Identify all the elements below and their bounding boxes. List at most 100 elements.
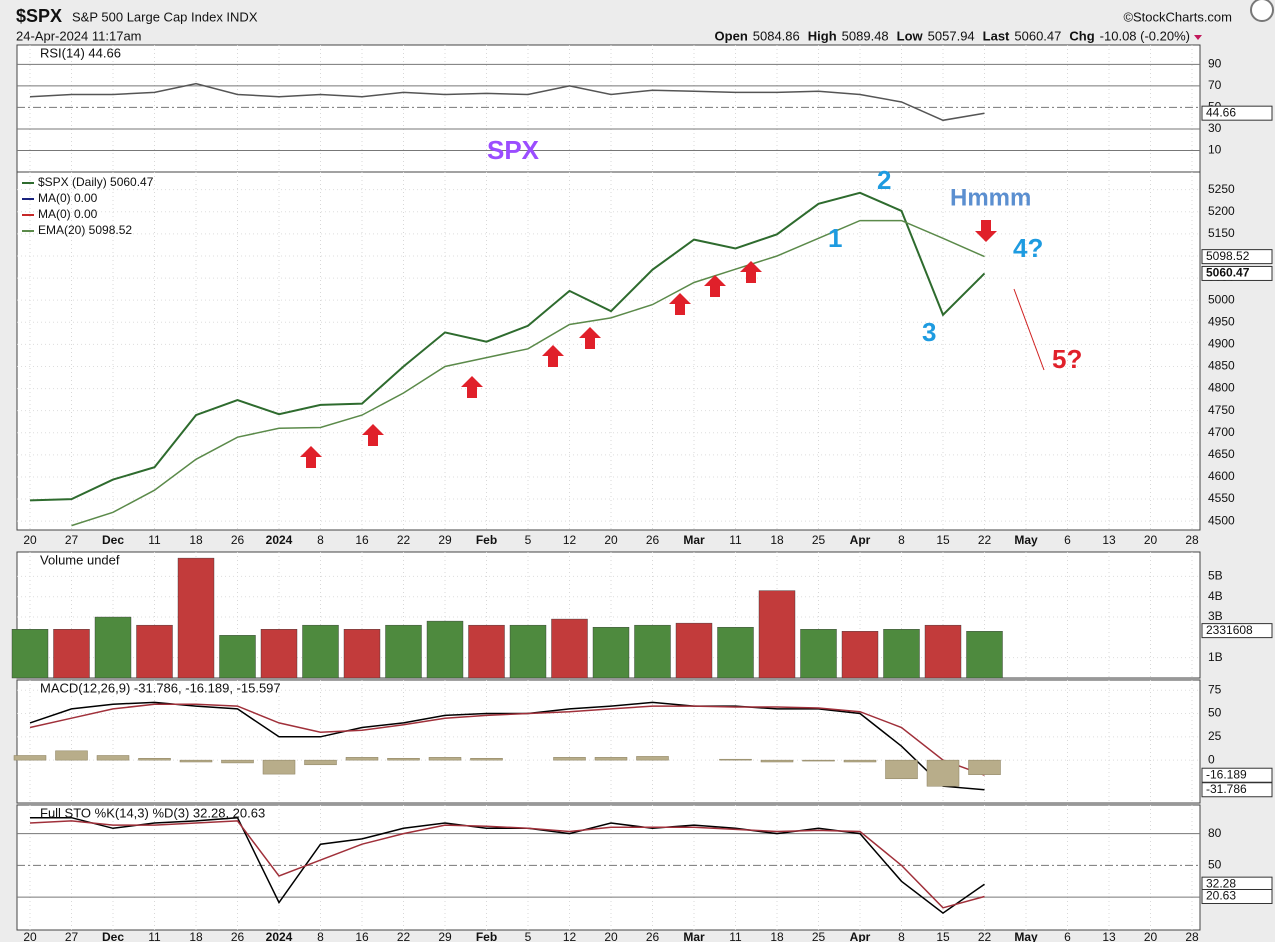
wave-line xyxy=(1013,288,1045,371)
volume-bar xyxy=(883,629,920,679)
close-button[interactable] xyxy=(1250,0,1274,22)
y-tick-label: 70 xyxy=(1208,78,1222,92)
histogram-bar xyxy=(470,758,503,761)
volume-bar xyxy=(11,629,49,679)
series-line xyxy=(30,816,985,915)
y-tick-label: 4800 xyxy=(1208,381,1235,395)
panel xyxy=(16,171,1201,531)
y-tick-label: 50 xyxy=(1208,706,1222,720)
panel-title: Full STO %K(14,3) %D(3) 32.28, 20.63 xyxy=(40,805,265,820)
volume-bar xyxy=(924,624,962,679)
series-line xyxy=(29,191,986,502)
down-triangle xyxy=(1194,35,1202,40)
volume-bar xyxy=(302,624,339,679)
y-tick-label: 1B xyxy=(1208,650,1223,664)
y-tick-label: 0 xyxy=(1208,752,1215,766)
histogram-bar xyxy=(885,759,918,780)
series-line xyxy=(29,701,985,791)
y-tick-label: 5150 xyxy=(1208,226,1235,240)
x-tick-label: 12 xyxy=(563,930,577,942)
up-arrow xyxy=(740,261,762,283)
x-tick-label: 6 xyxy=(1064,930,1071,942)
panel-title: Volume undef xyxy=(40,552,120,567)
panel-title: MACD(12,26,9) -31.786, -16.189, -15.597 xyxy=(40,680,281,695)
last-value-label: 5060.47 xyxy=(1206,266,1250,280)
quote-label: Last xyxy=(983,28,1010,43)
x-tick-label: 26 xyxy=(231,533,245,547)
histogram-bar xyxy=(387,758,420,761)
x-tick-label: 22 xyxy=(397,930,411,942)
histogram-bar xyxy=(55,750,88,761)
volume-bar xyxy=(219,635,256,679)
histogram-bar xyxy=(221,759,254,764)
x-axis-band xyxy=(17,531,1200,551)
x-tick-label: 15 xyxy=(936,533,950,547)
volume-bar xyxy=(800,629,837,679)
last-value-box xyxy=(1201,623,1273,639)
x-tick-label: 16 xyxy=(355,930,369,942)
x-tick-label: Mar xyxy=(683,533,705,547)
histogram-bar xyxy=(926,759,960,787)
last-value-label: 44.66 xyxy=(1206,105,1236,119)
volume-bar xyxy=(53,629,90,679)
x-tick-label: 26 xyxy=(646,930,660,942)
volume-bar xyxy=(675,622,713,679)
x-tick-label: Feb xyxy=(476,533,497,547)
histogram-bar xyxy=(96,755,130,761)
legend-entry: MA(0) 0.00 xyxy=(38,207,98,221)
up-arrow xyxy=(579,327,601,349)
x-tick-label: 13 xyxy=(1102,533,1116,547)
histogram-bar xyxy=(760,759,794,763)
x-tick-label: 27 xyxy=(65,533,79,547)
volume-bar xyxy=(634,624,671,679)
legend-entry: $SPX (Daily) 5060.47 xyxy=(38,175,154,189)
symbol: $SPX xyxy=(16,6,62,26)
x-tick-label: 12 xyxy=(563,533,577,547)
x-tick-label: 11 xyxy=(729,533,742,547)
datetime: 24-Apr-2024 11:17am xyxy=(16,28,142,43)
x-tick-label: Apr xyxy=(850,533,871,547)
last-value-box xyxy=(1201,782,1273,798)
last-value-label: -31.786 xyxy=(1206,782,1247,796)
y-tick-label: 4550 xyxy=(1208,491,1235,505)
volume-bar xyxy=(177,557,215,679)
y-tick-label: 75 xyxy=(1208,682,1222,696)
volume-bar xyxy=(592,626,630,679)
volume-bar xyxy=(136,624,173,679)
x-tick-label: 15 xyxy=(936,930,950,942)
last-value-label: -16.189 xyxy=(1206,767,1247,781)
volume-bar xyxy=(94,616,132,679)
last-value-label: 32.28 xyxy=(1206,876,1236,890)
last-value-box xyxy=(1201,249,1273,265)
x-tick-label: 8 xyxy=(317,930,324,942)
y-tick-label: 4B xyxy=(1208,589,1223,603)
panel-title: SPX xyxy=(487,135,540,165)
last-value-box xyxy=(1201,265,1273,281)
x-tick-label: 8 xyxy=(898,533,905,547)
x-tick-label: 16 xyxy=(355,533,369,547)
x-tick-label: 6 xyxy=(1064,533,1071,547)
volume-bar xyxy=(717,626,754,679)
volume-bar xyxy=(468,624,505,679)
y-tick-label: 4950 xyxy=(1208,314,1235,328)
quote-value: 5089.48 xyxy=(842,28,889,43)
x-tick-label: 26 xyxy=(231,930,245,942)
source: ©StockCharts.com xyxy=(1123,9,1232,24)
quote-value: 5057.94 xyxy=(928,28,975,43)
up-arrow xyxy=(461,376,483,398)
volume-bar xyxy=(260,629,298,679)
x-tick-label: 20 xyxy=(1144,533,1158,547)
histogram-bar xyxy=(802,759,835,762)
x-tick-label: 5 xyxy=(525,533,532,547)
x-tick-label: Dec xyxy=(102,533,124,547)
volume-bar xyxy=(841,631,879,679)
panel xyxy=(16,679,1201,804)
x-tick-label: 28 xyxy=(1185,930,1199,942)
last-value-box xyxy=(1201,767,1273,783)
x-tick-label: 20 xyxy=(23,533,37,547)
y-tick-label: 4650 xyxy=(1208,447,1235,461)
x-tick-label: 18 xyxy=(770,533,784,547)
last-value-label: 2331608 xyxy=(1206,623,1253,637)
x-tick-label: 25 xyxy=(812,533,826,547)
